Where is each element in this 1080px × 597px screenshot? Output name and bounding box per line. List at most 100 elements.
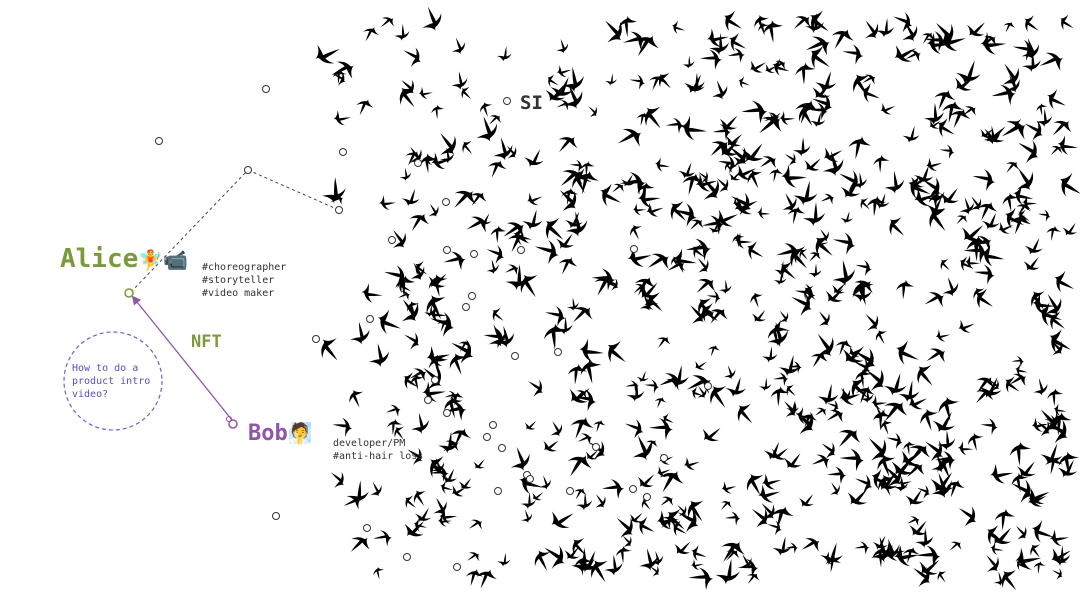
- bird-silhouette: [569, 159, 584, 173]
- bird-silhouette: [710, 385, 727, 408]
- bird-silhouette: [1039, 52, 1063, 72]
- bird-silhouette: [620, 174, 635, 187]
- bird-silhouette: [636, 112, 651, 126]
- bird-silhouette: [817, 333, 834, 357]
- bird-silhouette: [572, 537, 586, 556]
- bird-silhouette: [616, 517, 633, 538]
- bird-silhouette: [1024, 15, 1039, 33]
- bird-silhouette: [1009, 441, 1032, 466]
- bird-silhouette: [902, 546, 920, 564]
- bird-silhouette: [937, 117, 955, 138]
- bird-silhouette: [411, 412, 429, 434]
- bird-silhouette: [462, 140, 473, 155]
- bird-silhouette: [577, 433, 593, 446]
- bird-silhouette: [861, 83, 880, 103]
- network-node: [388, 236, 396, 244]
- bird-silhouette: [839, 170, 860, 193]
- bird-silhouette: [659, 470, 684, 493]
- bird-silhouette: [880, 102, 896, 115]
- bird-silhouette: [805, 36, 830, 56]
- network-node: [470, 250, 478, 258]
- bird-silhouette: [629, 74, 646, 90]
- bird-silhouette: [926, 32, 951, 54]
- bird-silhouette: [909, 445, 931, 463]
- bird-silhouette: [1050, 146, 1063, 156]
- bird-silhouette: [921, 32, 935, 44]
- bird-silhouette: [476, 116, 497, 142]
- bird-silhouette: [429, 312, 455, 337]
- bird-silhouette: [883, 401, 908, 422]
- bird-silhouette: [750, 60, 766, 73]
- bird-silhouette: [625, 380, 639, 393]
- bird-silhouette: [973, 236, 992, 251]
- bird-silhouette: [994, 508, 1016, 531]
- bird-silhouette: [618, 15, 638, 37]
- bird-silhouette: [990, 542, 1004, 555]
- network-node: [155, 137, 163, 145]
- alice-tags: #choreographer #storyteller #video maker: [202, 261, 286, 300]
- bird-silhouette: [356, 99, 374, 116]
- bird-silhouette: [750, 292, 763, 308]
- bird-silhouette: [674, 541, 691, 554]
- bird-silhouette: [716, 178, 729, 193]
- bird-silhouette: [1035, 108, 1053, 127]
- bird-silhouette: [794, 283, 816, 305]
- bird-silhouette: [927, 183, 945, 204]
- bird-silhouette: [545, 84, 566, 102]
- bird-silhouette: [490, 225, 507, 244]
- bird-silhouette: [758, 484, 781, 503]
- bird-silhouette: [550, 421, 563, 437]
- bird-silhouette: [811, 352, 828, 368]
- bird-silhouette: [895, 340, 919, 365]
- bird-silhouette: [497, 552, 511, 567]
- bird-silhouette: [670, 200, 686, 221]
- bird-silhouette: [588, 106, 597, 118]
- bird-silhouette: [1037, 421, 1050, 437]
- bird-silhouette: [815, 407, 827, 416]
- bird-silhouette: [811, 454, 830, 469]
- bird-silhouette: [451, 485, 467, 497]
- bird-silhouette: [1024, 120, 1044, 141]
- bird-silhouette: [647, 253, 669, 270]
- bird-silhouette: [567, 363, 588, 385]
- bird-silhouette: [451, 37, 465, 55]
- bird-silhouette: [724, 511, 741, 526]
- bird-silhouette: [395, 275, 416, 298]
- bird-silhouette: [854, 348, 876, 373]
- bird-silhouette: [410, 262, 425, 281]
- bird-silhouette: [738, 75, 751, 89]
- bird-silhouette: [779, 310, 789, 323]
- bird-silhouette: [1031, 519, 1054, 543]
- bird-silhouette: [710, 141, 730, 156]
- bird-silhouette: [959, 197, 974, 215]
- network-node: [498, 444, 506, 452]
- bird-silhouette: [656, 466, 671, 477]
- bird-silhouette: [591, 268, 616, 291]
- bob-name-text: Bob: [248, 421, 288, 446]
- bird-silhouette: [1047, 388, 1064, 407]
- bird-silhouette: [832, 283, 846, 294]
- bird-silhouette: [786, 384, 796, 397]
- bird-silhouette: [1002, 63, 1019, 86]
- bird-silhouette: [847, 488, 868, 505]
- bird-silhouette: [539, 475, 551, 490]
- bird-silhouette: [759, 116, 782, 134]
- bird-silhouette: [431, 104, 445, 120]
- node-bob: [228, 419, 238, 429]
- bird-silhouette: [422, 6, 442, 31]
- network-node: [643, 493, 651, 501]
- network-node: [424, 396, 432, 404]
- bird-silhouette: [725, 133, 743, 147]
- network-node: [660, 454, 668, 462]
- bird-silhouette: [401, 79, 415, 96]
- bird-silhouette: [409, 368, 427, 382]
- alice-emoji-icon: 🧚📹: [138, 248, 189, 272]
- bird-silhouette: [567, 455, 592, 477]
- bird-silhouette: [917, 484, 931, 499]
- bird-silhouette: [600, 183, 621, 207]
- alice-name-text: Alice: [60, 244, 139, 274]
- bird-silhouette: [903, 441, 916, 456]
- bird-silhouette: [672, 520, 687, 537]
- bird-silhouette: [905, 489, 924, 506]
- bird-silhouette: [1049, 412, 1072, 436]
